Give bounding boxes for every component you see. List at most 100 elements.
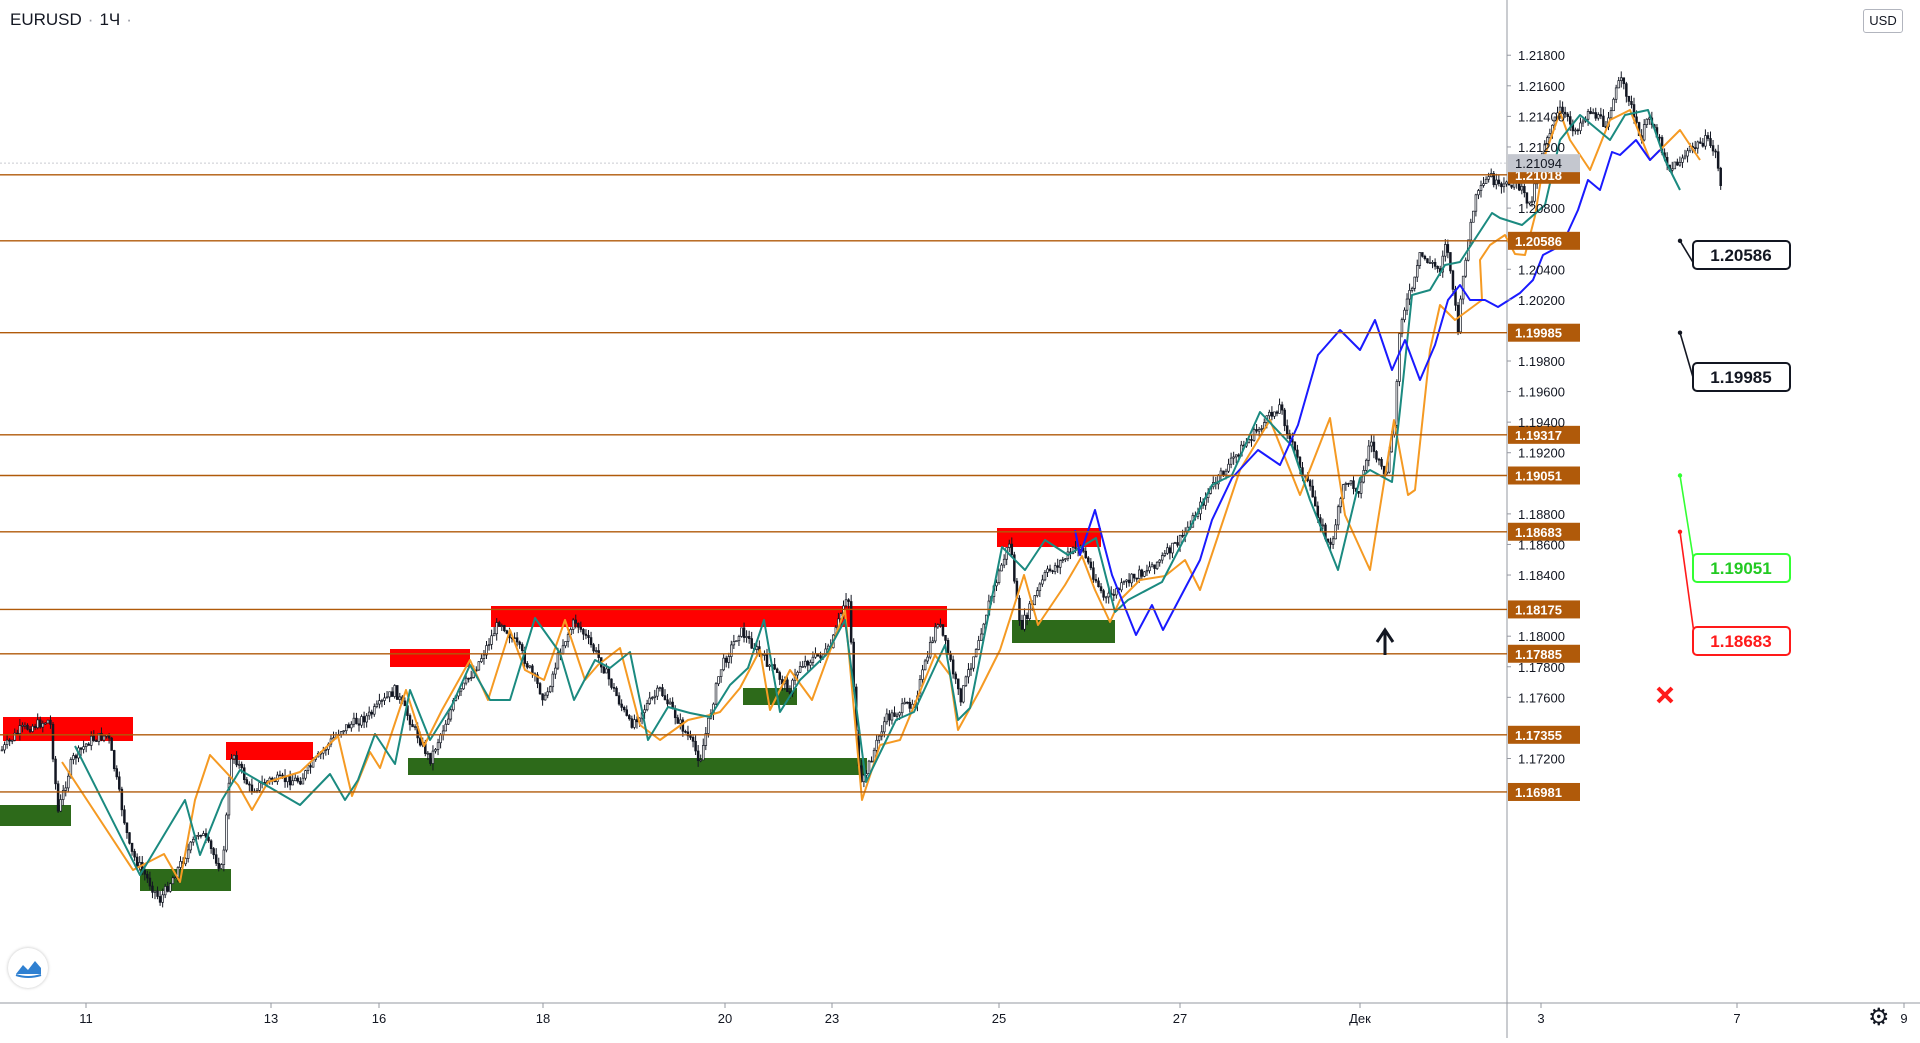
candle: [727, 652, 730, 669]
price-tick-label: 1.19400: [1518, 415, 1565, 430]
candle-body: [1268, 411, 1271, 417]
candle-body: [1311, 485, 1314, 498]
candle-body: [615, 687, 618, 697]
tradingview-logo-icon[interactable]: [8, 948, 48, 988]
candle: [724, 655, 728, 668]
candle-body: [1148, 566, 1151, 571]
candle-body: [235, 755, 238, 766]
candle: [1370, 435, 1373, 453]
candle-body: [962, 685, 965, 703]
candle-body: [26, 724, 29, 730]
candle: [538, 682, 542, 695]
candle: [699, 754, 702, 763]
candle: [617, 692, 621, 706]
candle-body: [1561, 106, 1564, 113]
candle: [1421, 252, 1424, 258]
candle: [212, 847, 215, 860]
candle: [1311, 479, 1314, 498]
last-price-text: 1.21094: [1515, 156, 1562, 171]
callout-box: [1692, 362, 1791, 392]
candle-body: [1568, 116, 1572, 125]
candle-body: [607, 668, 611, 680]
candle-body: [719, 669, 723, 677]
price-axis: 1.210181.205861.199851.193171.190511.186…: [1507, 48, 1580, 801]
candle-body: [1500, 183, 1503, 188]
candle: [1673, 161, 1677, 170]
candle: [1084, 547, 1087, 559]
candle: [1492, 171, 1495, 188]
candle: [1446, 239, 1450, 259]
candle-body: [594, 650, 598, 652]
candle-body: [944, 635, 947, 641]
forecast-path: [1074, 139, 1661, 636]
candle: [102, 735, 106, 743]
candle: [1375, 450, 1378, 463]
currency-button[interactable]: USD: [1863, 9, 1903, 33]
symbol-bar[interactable]: EURUSD · 1Ч ·: [10, 10, 138, 30]
candle-body: [431, 750, 435, 764]
candle-body: [1423, 255, 1427, 260]
candle-body: [59, 799, 62, 812]
candle-body: [1255, 429, 1258, 432]
candle: [398, 692, 402, 704]
candle: [79, 747, 83, 757]
candle: [1469, 218, 1473, 247]
candle: [362, 711, 366, 729]
candle-body: [1528, 201, 1531, 204]
price-tick-label: 1.21800: [1518, 48, 1565, 63]
candle: [1056, 558, 1059, 573]
candle-body: [735, 640, 738, 643]
candle-body: [115, 768, 118, 778]
candle: [1523, 183, 1526, 198]
candle-body: [1048, 568, 1052, 572]
candle: [1041, 574, 1044, 587]
candle: [633, 714, 636, 730]
candle: [577, 622, 580, 634]
candle: [941, 624, 945, 637]
candle-body: [1415, 265, 1419, 278]
candle-body: [324, 749, 328, 751]
candle: [1500, 181, 1503, 194]
candle: [258, 782, 261, 793]
candle: [403, 697, 407, 707]
candle: [1426, 258, 1429, 264]
gear-icon[interactable]: ⚙: [1868, 1004, 1890, 1031]
candle-body: [1681, 157, 1684, 163]
annotations-layer: 1.20586 1.19985 1.19051 1.18683: [1375, 238, 1791, 704]
candle: [189, 840, 192, 854]
price-tick-label: 1.21600: [1518, 79, 1565, 94]
candle-body: [123, 809, 126, 824]
price-tick-label: 1.21400: [1518, 109, 1565, 124]
candle-body: [566, 634, 570, 642]
logo-shape: [15, 961, 42, 978]
candle: [1145, 564, 1149, 576]
candle-body: [888, 713, 891, 721]
candle-body: [727, 656, 730, 663]
candle: [1102, 588, 1105, 601]
interval-label[interactable]: 1Ч: [99, 10, 121, 29]
candle-body: [620, 703, 623, 708]
candle-body: [551, 673, 555, 688]
candle: [620, 699, 623, 712]
candle-body: [921, 669, 924, 680]
candle-body: [923, 660, 927, 671]
candle-body: [487, 644, 491, 646]
candle-body: [92, 735, 96, 741]
candle: [1048, 564, 1052, 573]
level-label-text: 1.19985: [1515, 326, 1562, 341]
candle: [84, 743, 88, 753]
candle-body: [38, 719, 42, 728]
candle-body: [212, 848, 215, 856]
candle: [209, 839, 213, 854]
candle: [1444, 239, 1447, 262]
candle: [46, 719, 50, 724]
candle: [232, 754, 236, 764]
candle: [1064, 558, 1067, 563]
candle-body: [1329, 541, 1332, 545]
candle: [161, 888, 164, 908]
candle-body: [1061, 559, 1065, 562]
candle: [663, 689, 667, 701]
